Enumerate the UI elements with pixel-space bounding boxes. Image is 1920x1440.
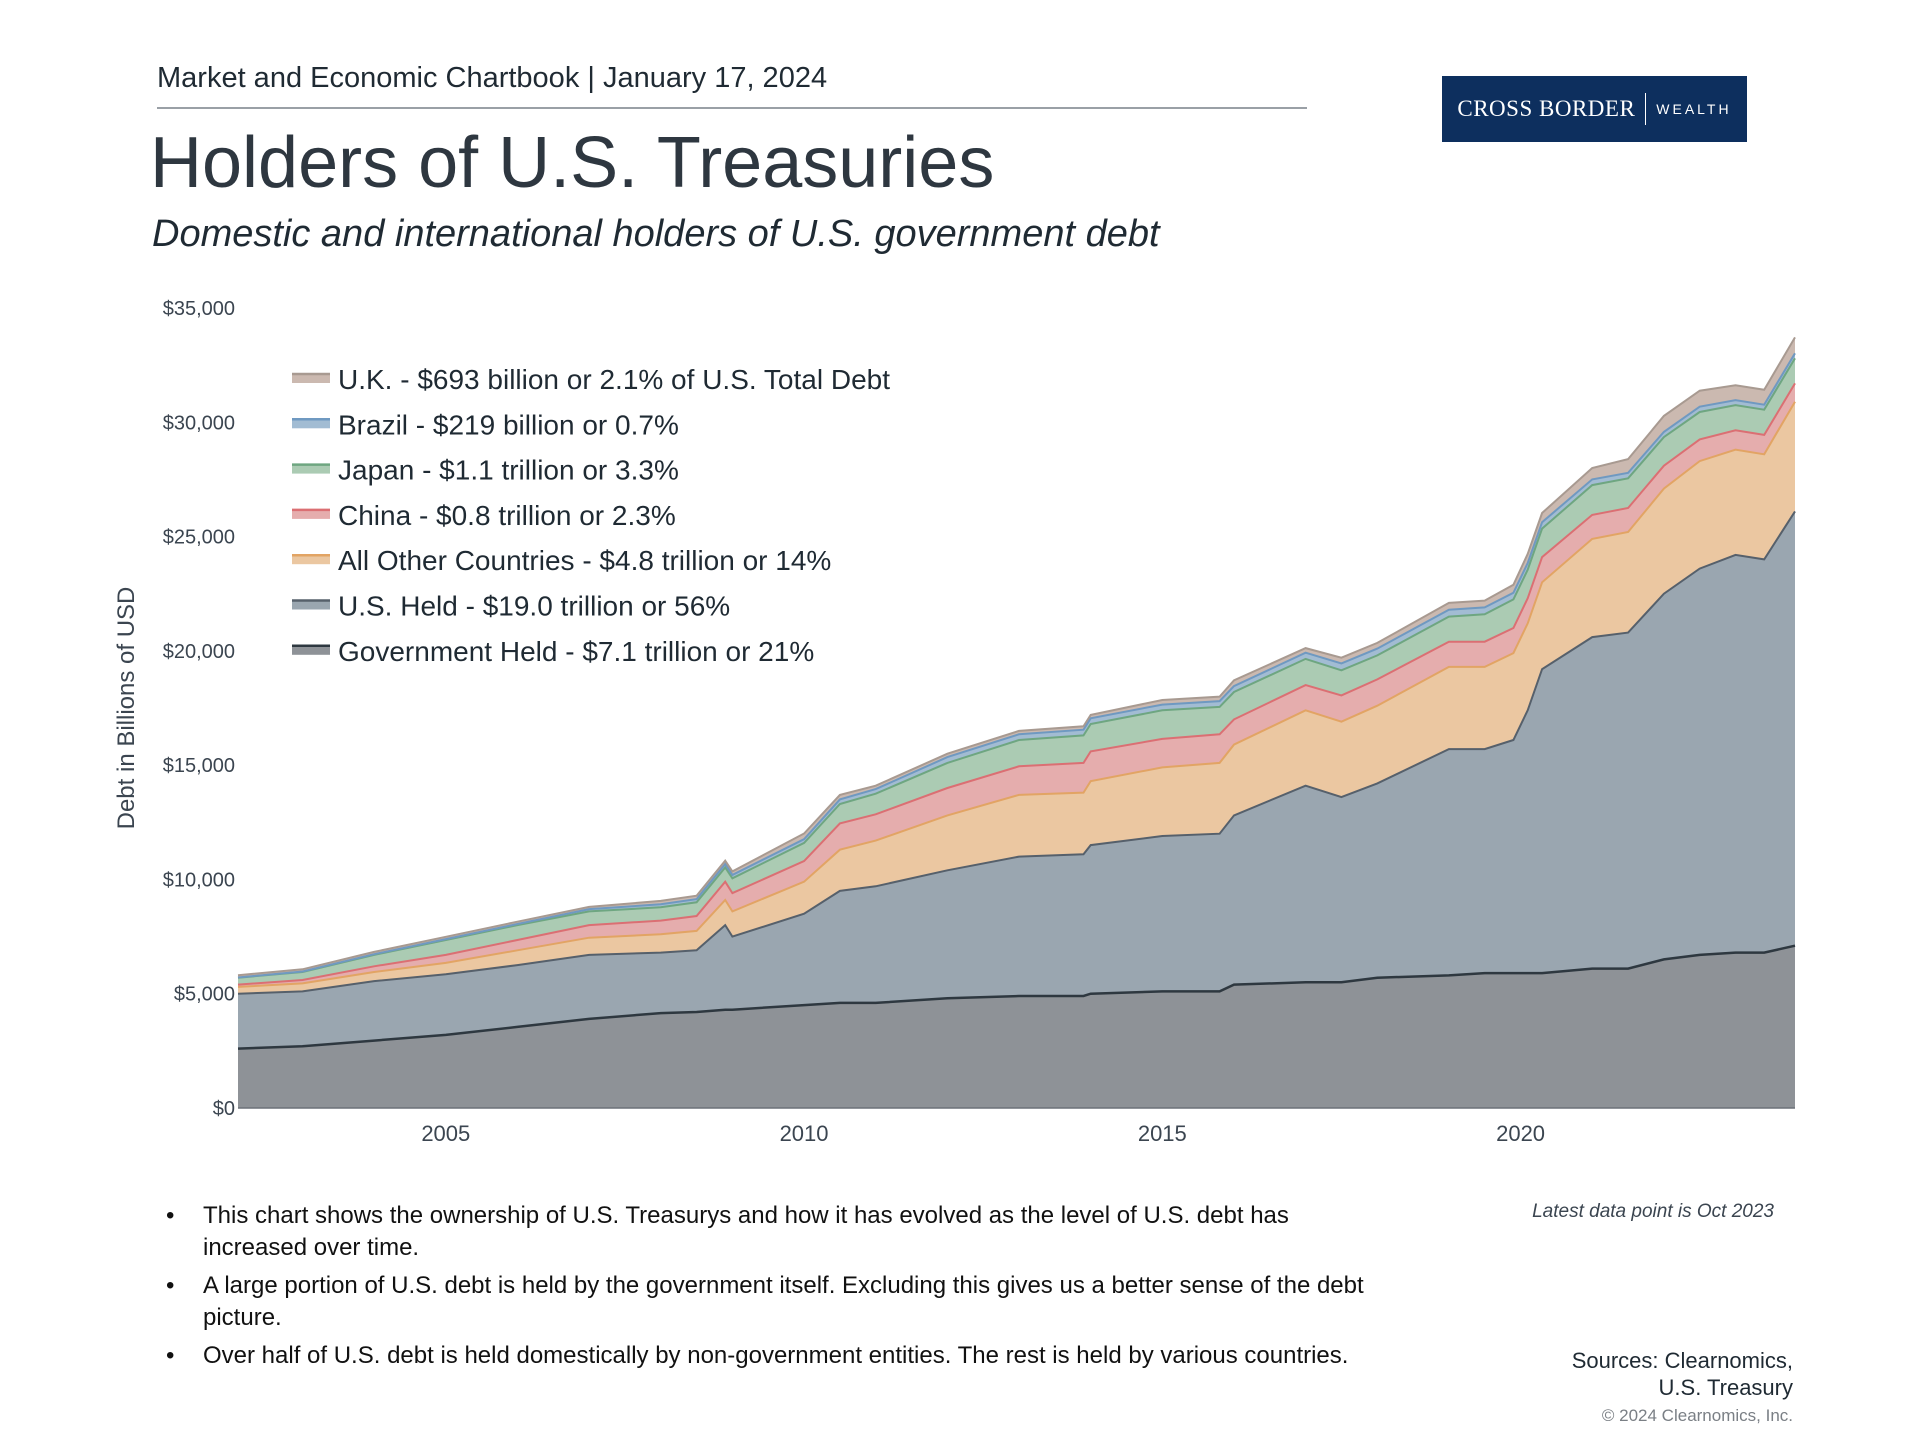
line-all-other-countries bbox=[237, 401, 1796, 988]
legend-item-u-s-held: U.S. Held - $19.0 trillion or 56% bbox=[292, 591, 730, 622]
note-item: A large portion of U.S. debt is held by … bbox=[160, 1270, 1370, 1334]
copyright: © 2024 Clearnomics, Inc. bbox=[1601, 1406, 1793, 1425]
legend-swatch bbox=[292, 509, 330, 519]
sources: Sources: Clearnomics, U.S. Treasury bbox=[1572, 1347, 1793, 1401]
legend-swatch bbox=[292, 374, 330, 383]
chart-legend: U.K. - $693 billion or 2.1% of U.S. Tota… bbox=[292, 364, 890, 667]
x-tick-label: 2005 bbox=[421, 1121, 470, 1146]
brand-logo: CROSS BORDER WEALTH bbox=[1442, 76, 1747, 142]
legend-item-all-other-countries: All Other Countries - $4.8 trillion or 1… bbox=[292, 545, 831, 576]
y-tick-label: $5,000 bbox=[174, 984, 235, 1006]
logo-sub-text: WEALTH bbox=[1656, 101, 1732, 117]
line-u-s-held bbox=[237, 510, 1796, 995]
legend-label: U.K. - $693 billion or 2.1% of U.S. Tota… bbox=[338, 364, 890, 395]
y-tick-label: $15,000 bbox=[163, 755, 235, 777]
legend-label: All Other Countries - $4.8 trillion or 1… bbox=[338, 545, 831, 576]
sources-line-2: U.S. Treasury bbox=[1658, 1375, 1793, 1400]
legend-item-brazil: Brazil - $219 billion or 0.7% bbox=[292, 409, 679, 440]
line-government-held bbox=[237, 944, 1796, 1050]
report-header: Market and Economic Chartbook | January … bbox=[157, 62, 828, 94]
legend-item-government-held: Government Held - $7.1 trillion or 21% bbox=[292, 636, 814, 667]
x-tick-label: 2015 bbox=[1138, 1121, 1187, 1146]
legend-swatch bbox=[292, 555, 330, 565]
y-tick-label: $20,000 bbox=[163, 641, 235, 663]
line-china bbox=[237, 382, 1796, 986]
chart-lines bbox=[237, 336, 1796, 1050]
page-title: Holders of U.S. Treasuries bbox=[150, 123, 995, 203]
y-tick-label: $25,000 bbox=[163, 527, 235, 549]
page-subtitle: Domestic and international holders of U.… bbox=[152, 213, 1160, 255]
legend-swatch bbox=[292, 645, 330, 655]
line-japan bbox=[237, 357, 1796, 979]
y-tick-label: $35,000 bbox=[163, 298, 235, 320]
line-brazil bbox=[237, 352, 1796, 979]
legend-item-china: China - $0.8 trillion or 2.3% bbox=[292, 500, 676, 531]
area-u-s-held bbox=[238, 511, 1795, 1049]
notes-list: This chart shows the ownership of U.S. T… bbox=[160, 1200, 1370, 1378]
note-item: This chart shows the ownership of U.S. T… bbox=[160, 1200, 1370, 1264]
legend-label: U.S. Held - $19.0 trillion or 56% bbox=[338, 591, 730, 622]
x-tick-label: 2020 bbox=[1496, 1121, 1545, 1146]
latest-data-note: Latest data point is Oct 2023 bbox=[1532, 1201, 1774, 1222]
logo-separator bbox=[1645, 93, 1647, 125]
area-government-held bbox=[238, 945, 1795, 1108]
logo-main-text: CROSS BORDER bbox=[1457, 96, 1636, 121]
legend-swatch bbox=[292, 600, 330, 610]
y-tick-label: $0 bbox=[213, 1098, 235, 1120]
legend-swatch bbox=[292, 419, 330, 429]
legend-item-japan: Japan - $1.1 trillion or 3.3% bbox=[292, 455, 679, 486]
chart-areas bbox=[238, 337, 1795, 1108]
legend-label: Brazil - $219 billion or 0.7% bbox=[338, 409, 679, 440]
line-u-k bbox=[237, 336, 1796, 977]
y-axis-ticks: $0 $5,000 $10,000 $15,000 $20,000 $25,000 $30,… bbox=[163, 298, 235, 1120]
header-divider bbox=[157, 107, 1307, 109]
x-axis-ticks: 2005 2010 2015 2020 bbox=[421, 1121, 1545, 1146]
area-all-other-countries bbox=[238, 401, 1795, 994]
legend-label: Government Held - $7.1 trillion or 21% bbox=[338, 636, 814, 667]
legend-item-u-k: U.K. - $693 billion or 2.1% of U.S. Tota… bbox=[292, 364, 890, 395]
sources-line-1: Sources: Clearnomics, bbox=[1571, 1348, 1793, 1373]
y-tick-label: $30,000 bbox=[163, 412, 235, 434]
x-tick-label: 2010 bbox=[780, 1121, 829, 1146]
legend-swatch bbox=[292, 464, 330, 474]
y-tick-label: $10,000 bbox=[163, 869, 235, 891]
y-axis-label: Debt in Billions of USD bbox=[113, 587, 140, 830]
legend-label: China - $0.8 trillion or 2.3% bbox=[338, 500, 676, 531]
note-item: Over half of U.S. debt is held domestica… bbox=[160, 1340, 1370, 1372]
legend-label: Japan - $1.1 trillion or 3.3% bbox=[338, 455, 679, 486]
